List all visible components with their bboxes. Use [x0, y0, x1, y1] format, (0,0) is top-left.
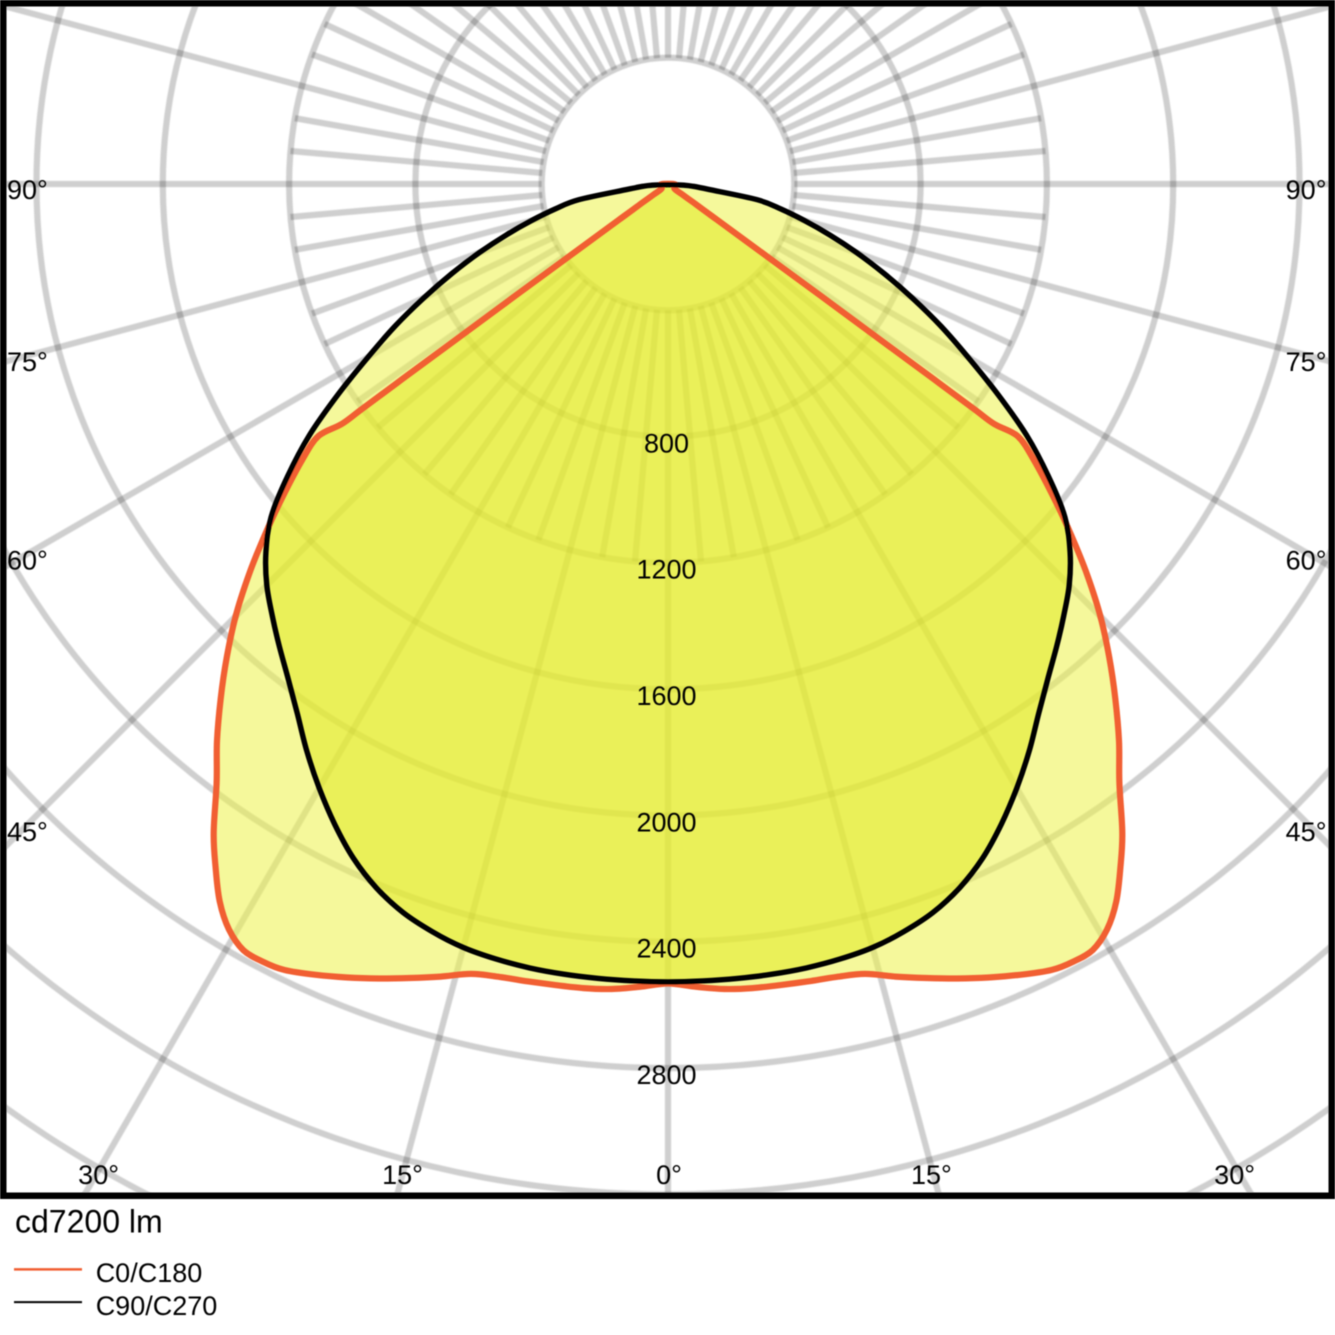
svg-text:2000: 2000: [636, 807, 696, 837]
svg-text:60°: 60°: [1286, 546, 1327, 576]
svg-text:0°: 0°: [656, 1160, 682, 1190]
svg-text:C0/C180: C0/C180: [96, 1258, 203, 1288]
svg-text:30°: 30°: [78, 1160, 119, 1190]
svg-text:45°: 45°: [1286, 817, 1327, 847]
svg-text:cd7200 lm: cd7200 lm: [15, 1203, 163, 1239]
svg-text:90°: 90°: [1286, 175, 1327, 205]
svg-text:15°: 15°: [382, 1160, 423, 1190]
svg-text:45°: 45°: [7, 817, 48, 847]
svg-text:90°: 90°: [7, 175, 48, 205]
svg-text:1600: 1600: [636, 681, 696, 711]
svg-text:1200: 1200: [636, 555, 696, 585]
svg-text:30°: 30°: [1214, 1160, 1255, 1190]
svg-text:15°: 15°: [911, 1160, 952, 1190]
svg-text:2400: 2400: [636, 934, 696, 964]
svg-text:75°: 75°: [1286, 347, 1327, 377]
svg-text:2800: 2800: [636, 1060, 696, 1090]
svg-text:C90/C270: C90/C270: [96, 1291, 218, 1321]
svg-text:800: 800: [644, 428, 689, 458]
svg-text:60°: 60°: [7, 546, 48, 576]
svg-text:75°: 75°: [7, 347, 48, 377]
